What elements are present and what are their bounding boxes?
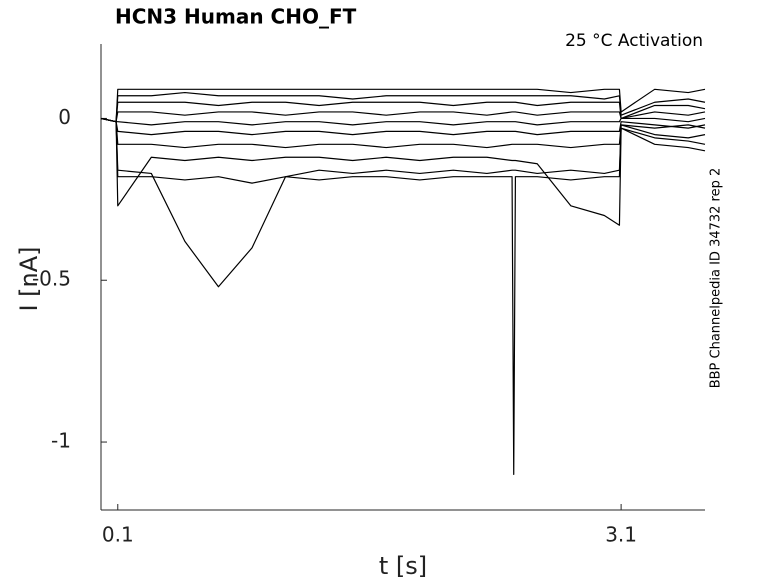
trace — [100, 117, 706, 226]
side-note: BBP Channelpedia ID 34732 rep 2 — [709, 168, 724, 389]
y-tick-label: -1 — [51, 429, 71, 453]
y-tick-label: 0 — [58, 105, 71, 129]
annotation: 25 °C Activation — [565, 31, 703, 51]
trace — [100, 88, 706, 123]
x-tick-label: 3.1 — [605, 523, 637, 547]
x-axis-label: t [s] — [379, 552, 427, 580]
trace — [100, 117, 706, 136]
trace — [100, 111, 706, 123]
trace — [100, 117, 706, 149]
y-tick-label: -0.5 — [32, 267, 71, 291]
trace — [100, 91, 706, 123]
trace — [100, 101, 706, 123]
y-axis-label: I [nA] — [15, 246, 43, 311]
trace — [100, 117, 706, 475]
x-tick-label: 0.1 — [102, 523, 134, 547]
trace — [100, 117, 706, 126]
chart-title: HCN3 Human CHO_FT — [115, 5, 357, 29]
